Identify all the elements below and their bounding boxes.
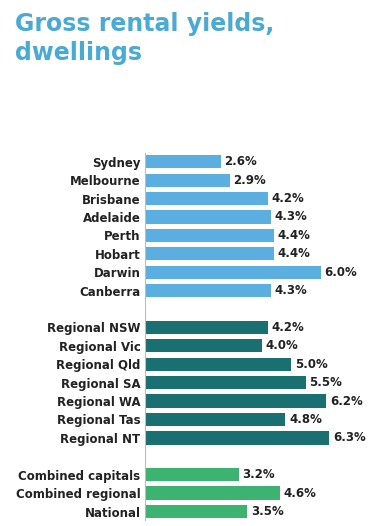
Bar — [145, 339, 262, 352]
Bar — [145, 468, 239, 481]
Text: 6.0%: 6.0% — [324, 266, 357, 279]
Bar — [145, 247, 274, 260]
Text: 4.4%: 4.4% — [277, 229, 310, 242]
Text: 5.5%: 5.5% — [309, 376, 343, 389]
Bar — [145, 155, 221, 168]
Bar — [145, 376, 306, 389]
Text: 4.2%: 4.2% — [271, 321, 304, 334]
Text: 4.8%: 4.8% — [289, 413, 322, 426]
Bar — [145, 284, 271, 297]
Text: 6.3%: 6.3% — [333, 431, 366, 444]
Text: 4.6%: 4.6% — [283, 487, 316, 500]
Bar — [145, 266, 321, 279]
Text: 3.5%: 3.5% — [251, 505, 283, 518]
Bar — [145, 229, 274, 242]
Text: Gross rental yields,
dwellings: Gross rental yields, dwellings — [15, 12, 274, 65]
Bar — [145, 321, 268, 334]
Text: 4.4%: 4.4% — [277, 247, 310, 260]
Bar — [145, 431, 330, 444]
Text: 3.2%: 3.2% — [242, 468, 275, 481]
Bar — [145, 487, 280, 500]
Text: 2.9%: 2.9% — [233, 174, 266, 187]
Bar — [145, 505, 247, 518]
Text: 6.2%: 6.2% — [330, 394, 363, 408]
Bar — [145, 394, 327, 408]
Bar — [145, 210, 271, 224]
Bar — [145, 192, 268, 205]
Text: 4.0%: 4.0% — [266, 339, 298, 352]
Text: 2.6%: 2.6% — [224, 155, 257, 168]
Text: 4.3%: 4.3% — [274, 284, 307, 297]
Bar — [145, 413, 285, 426]
Bar — [145, 358, 291, 371]
Text: 4.3%: 4.3% — [274, 210, 307, 224]
Text: 4.2%: 4.2% — [271, 192, 304, 205]
Text: 5.0%: 5.0% — [295, 358, 328, 371]
Bar — [145, 174, 230, 187]
